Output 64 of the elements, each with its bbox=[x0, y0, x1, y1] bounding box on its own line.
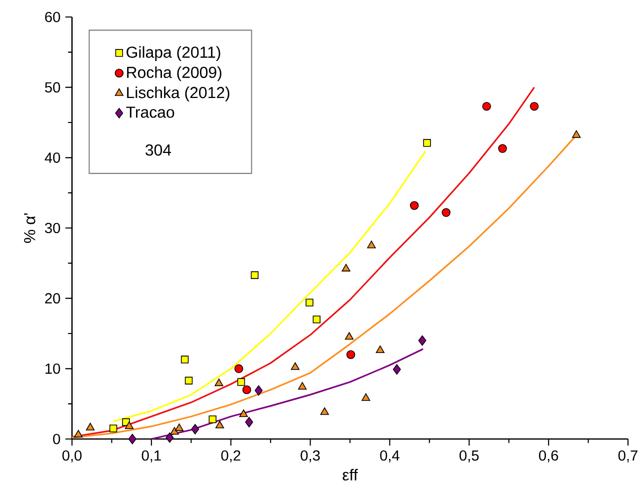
point bbox=[234, 364, 244, 374]
point bbox=[298, 382, 307, 390]
x-tick-label: 0,0 bbox=[62, 450, 82, 462]
point bbox=[442, 208, 450, 217]
x-tick-label: 0,3 bbox=[300, 450, 320, 462]
legend-label: Rocha (2009) bbox=[127, 66, 222, 82]
point bbox=[342, 264, 350, 272]
point bbox=[170, 427, 179, 435]
point bbox=[254, 385, 263, 396]
x-axis-title: εff bbox=[342, 468, 358, 481]
y-tick-label: 60 bbox=[45, 12, 60, 22]
line-series bbox=[150, 348, 424, 440]
point bbox=[306, 298, 314, 306]
point bbox=[362, 393, 370, 401]
point bbox=[423, 139, 431, 147]
point bbox=[320, 407, 329, 415]
point bbox=[346, 350, 356, 359]
point bbox=[239, 409, 248, 418]
point bbox=[392, 364, 401, 375]
point bbox=[245, 416, 254, 428]
x-tick-label: 0,7 bbox=[618, 450, 638, 462]
y-tick-label: 40 bbox=[44, 152, 60, 163]
point bbox=[290, 362, 300, 370]
point bbox=[166, 432, 174, 443]
legend-label: Gilapa (2011) bbox=[126, 46, 220, 61]
point bbox=[124, 421, 134, 429]
x-tick-label: 0,1 bbox=[142, 450, 161, 462]
point bbox=[312, 316, 320, 324]
legend-label: Lischka (2012) bbox=[127, 86, 230, 102]
y-tick-label: 20 bbox=[45, 293, 60, 304]
point bbox=[128, 434, 136, 444]
point bbox=[208, 415, 216, 424]
point bbox=[344, 332, 354, 340]
x-tick-label: 0,6 bbox=[538, 450, 558, 462]
point bbox=[74, 430, 83, 438]
point bbox=[376, 345, 384, 354]
x-tick-label: 0,2 bbox=[221, 450, 240, 462]
y-axis-title: % α' bbox=[24, 213, 36, 243]
point bbox=[109, 424, 118, 432]
annotation: 304 bbox=[146, 144, 172, 156]
point bbox=[174, 424, 184, 432]
point bbox=[367, 240, 376, 248]
y-tick-label: 0 bbox=[53, 434, 60, 444]
x-tick-label: 0,5 bbox=[460, 450, 479, 462]
point bbox=[482, 102, 492, 111]
point bbox=[498, 144, 507, 153]
point bbox=[572, 130, 581, 138]
point bbox=[215, 420, 224, 428]
point bbox=[418, 335, 426, 346]
point bbox=[530, 102, 539, 111]
point bbox=[184, 376, 193, 384]
point bbox=[86, 422, 95, 430]
legend-label: Tracao bbox=[126, 106, 174, 118]
point bbox=[214, 378, 224, 386]
point bbox=[242, 385, 252, 394]
point bbox=[237, 378, 246, 386]
x-tick-label: 0,4 bbox=[380, 450, 400, 462]
y-tick-label: 50 bbox=[44, 82, 60, 93]
point bbox=[410, 201, 419, 210]
point bbox=[180, 356, 189, 364]
y-tick-label: 10 bbox=[46, 364, 60, 374]
point bbox=[250, 271, 259, 279]
point bbox=[191, 424, 200, 434]
y-tick-label: 30 bbox=[44, 222, 60, 234]
